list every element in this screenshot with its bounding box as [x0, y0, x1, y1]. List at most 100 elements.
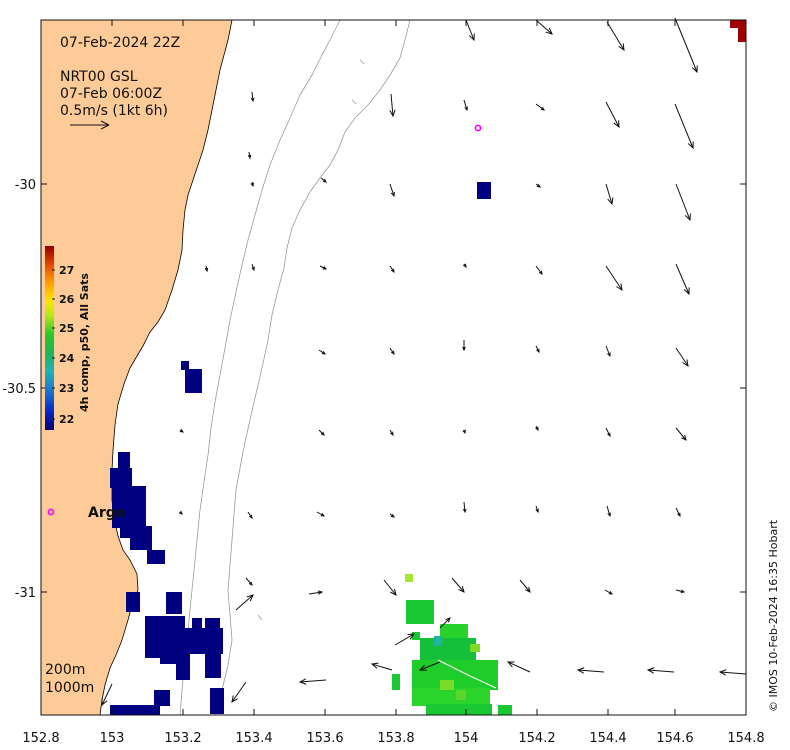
- current-arrow: [383, 579, 397, 596]
- current-arrow: [320, 177, 327, 183]
- current-arrow: [506, 661, 531, 673]
- current-arrow: [463, 99, 468, 112]
- colorbar-tick-label: 22: [59, 413, 74, 426]
- current-arrow: [605, 101, 620, 129]
- current-arrow: [535, 183, 541, 188]
- current-arrow: [674, 17, 698, 74]
- current-arrow: [389, 183, 395, 198]
- colorbar-title: 4h comp, p50, All Sats: [78, 273, 91, 412]
- current-arrow: [462, 340, 466, 352]
- land-mass: [40, 19, 233, 716]
- current-arrow: [245, 577, 253, 586]
- current-arrow: [298, 678, 327, 685]
- depth-label-1000m: 1000m: [45, 680, 94, 696]
- x-tick-label: 153.8: [377, 731, 414, 746]
- current-arrow: [319, 265, 328, 270]
- current-arrow: [394, 633, 416, 646]
- colorbar-tick-label: 25: [59, 322, 74, 335]
- current-arrow: [646, 667, 675, 674]
- current-arrow: [465, 19, 475, 42]
- date-label: 07-Feb-2024 22Z: [60, 35, 180, 51]
- current-arrow: [389, 513, 395, 518]
- current-arrow: [535, 505, 539, 514]
- depth-label-200m: 200m: [45, 662, 85, 678]
- colorbar-tick-label: 23: [59, 382, 74, 395]
- current-arrow: [179, 428, 185, 433]
- current-arrow: [675, 263, 690, 296]
- current-arrow: [250, 91, 255, 103]
- bathymetry-contours: [179, 19, 411, 716]
- current-arrow: [178, 510, 183, 515]
- product-time: 07-Feb 06:00Z: [60, 86, 162, 102]
- current-arrow: [462, 501, 467, 514]
- current-arrow: [451, 577, 465, 593]
- current-arrow: [535, 345, 540, 354]
- x-tick-label: 153.4: [235, 731, 272, 746]
- current-arrow: [250, 181, 255, 188]
- x-tick-label: 152.8: [22, 731, 59, 746]
- argo-label: Argo: [88, 505, 126, 521]
- map-frame: [40, 19, 747, 716]
- scale-arrow: [70, 120, 110, 130]
- sst-hot-pixels: [730, 20, 746, 42]
- current-arrow: [247, 151, 252, 160]
- x-tick-label: 153.2: [164, 731, 201, 746]
- x-tick-label: 153.6: [306, 731, 343, 746]
- current-arrow: [535, 19, 553, 35]
- current-arrow: [101, 683, 113, 707]
- current-arrow: [418, 661, 441, 671]
- current-arrow: [675, 347, 689, 368]
- x-tick-label: 154: [454, 731, 479, 746]
- y-axis-labels: -30 -30.5 -31: [2, 178, 36, 601]
- current-arrow: [519, 579, 531, 593]
- current-arrow: [535, 103, 545, 111]
- colorbar-tick-label: 27: [59, 264, 74, 277]
- x-tick-label: 154.4: [589, 731, 626, 746]
- colorbar-tick-label: 24: [59, 352, 75, 365]
- argo-float-marker[interactable]: [47, 508, 55, 516]
- current-arrow: [605, 265, 623, 292]
- current-arrow: [675, 183, 691, 222]
- colorbar: [45, 246, 54, 430]
- current-arrow: [318, 429, 325, 436]
- y-tick-label: -31: [15, 586, 36, 601]
- current-arrow: [318, 349, 327, 355]
- current-arrow: [606, 505, 611, 518]
- argo-float-marker[interactable]: [474, 124, 482, 132]
- colorbar-ticks: 27 26 25 24 23 22: [52, 264, 75, 426]
- x-tick-label: 154.6: [656, 731, 693, 746]
- current-arrow: [462, 429, 466, 435]
- current-arrow: [439, 617, 451, 629]
- current-arrow: [389, 429, 394, 437]
- y-tick-label: -30: [15, 178, 36, 193]
- product-label: NRT00 GSL: [60, 69, 138, 85]
- sst-cold-pixels: [110, 182, 491, 715]
- current-arrow: [235, 594, 254, 611]
- current-arrow: [605, 345, 611, 358]
- current-arrow: [675, 427, 687, 441]
- x-tick-label: 154.2: [518, 731, 555, 746]
- current-arrow: [204, 265, 209, 273]
- current-arrow: [370, 662, 393, 671]
- scale-label: 0.5m/s (1kt 6h): [60, 103, 168, 119]
- current-arrow: [606, 21, 625, 52]
- current-arrow: [605, 183, 614, 206]
- current-arrow: [535, 425, 539, 432]
- current-arrow: [675, 507, 681, 518]
- current-arrow: [718, 669, 747, 676]
- current-arrow: [308, 590, 324, 595]
- current-arrow: [389, 265, 395, 274]
- credit-text: © IMOS 10-Feb-2024 16:35 Hobart: [767, 519, 780, 712]
- current-arrow: [674, 103, 694, 150]
- track-line: [437, 659, 497, 689]
- y-tick-label: -30.5: [2, 382, 36, 397]
- colorbar-tick-label: 26: [59, 293, 75, 306]
- current-vectors: [101, 17, 747, 707]
- current-arrow: [535, 265, 543, 275]
- current-arrow: [604, 589, 614, 595]
- current-arrow: [576, 667, 605, 674]
- current-arrow: [316, 511, 326, 517]
- axis-ticks: [40, 20, 747, 715]
- x-axis-labels: 152.8 153 153.2 153.4 153.6 153.8 154 154.2 154.…: [22, 731, 764, 746]
